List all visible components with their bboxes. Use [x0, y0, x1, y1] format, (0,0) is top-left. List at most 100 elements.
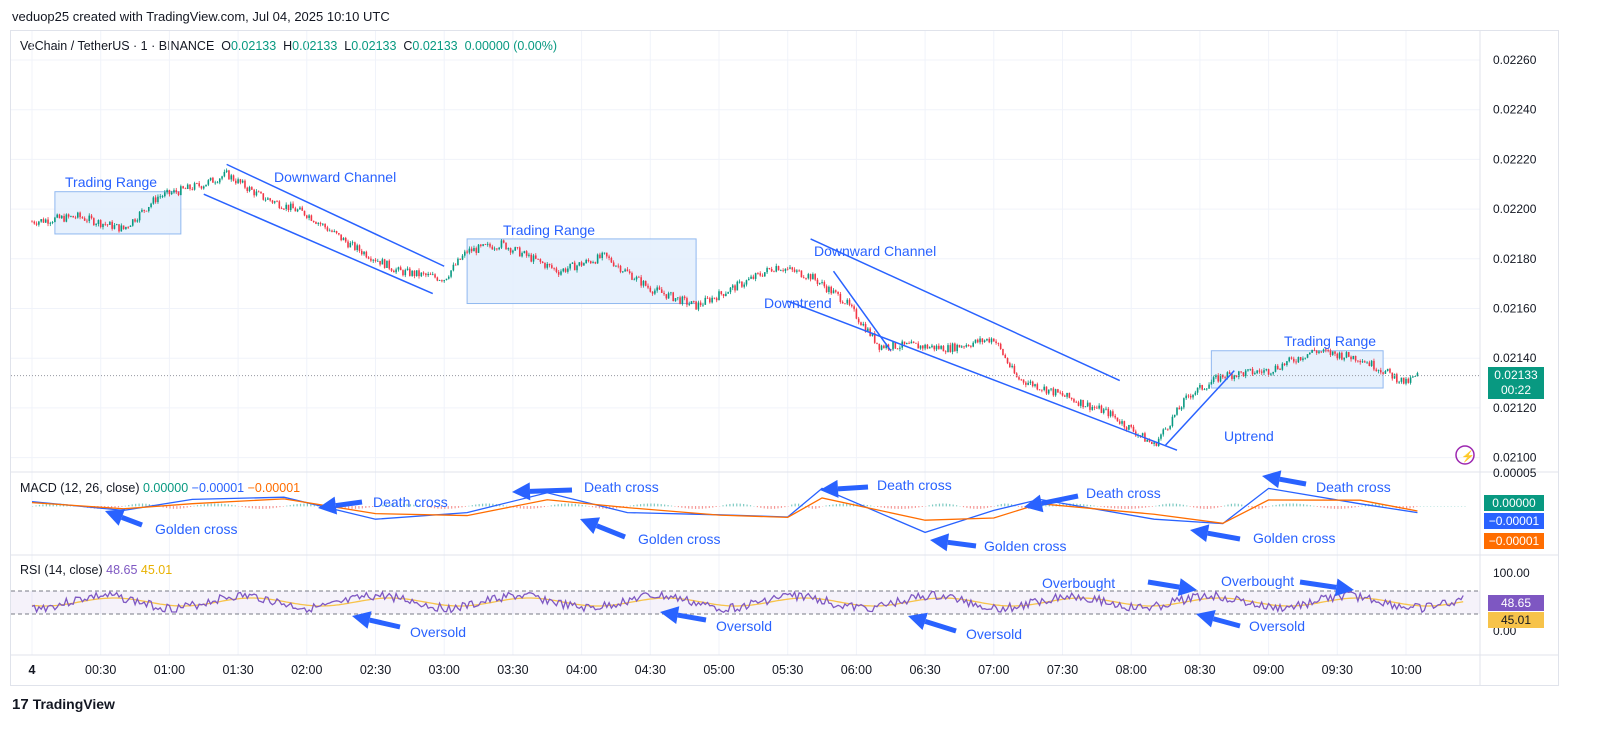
macd-histogram-bar: [1254, 506, 1257, 509]
candle-body: [1402, 377, 1405, 384]
candle-body: [1228, 372, 1231, 374]
macd-histogram-bar: [705, 506, 707, 509]
candle-body: [1359, 361, 1361, 363]
candle-body: [693, 301, 695, 303]
candle-body: [1192, 394, 1194, 398]
candle-body: [70, 215, 72, 217]
candle-body: [454, 264, 457, 266]
indicator-annotation-label: Golden cross: [1253, 530, 1335, 546]
candle-body: [177, 192, 180, 195]
candle-body: [830, 286, 833, 294]
annotation-label: Uptrend: [1224, 428, 1274, 444]
macd-histogram-bar: [870, 505, 872, 507]
macd-histogram-bar: [1041, 505, 1044, 507]
candle-body: [1295, 361, 1297, 363]
macd-histogram-bar: [560, 503, 563, 507]
candle-body: [635, 276, 638, 280]
candle-body: [615, 265, 617, 267]
candle-body: [656, 287, 658, 291]
candle-body: [672, 292, 674, 302]
macd-histogram-bar: [1172, 503, 1174, 507]
candle-body: [1267, 369, 1270, 375]
macd-histogram-bar: [1361, 505, 1363, 507]
candle-body: [938, 345, 940, 349]
candle-body: [805, 278, 807, 279]
annotation-label: Downward Channel: [814, 243, 936, 259]
candle-body: [212, 177, 214, 183]
macd-histogram-bar: [224, 503, 226, 507]
macd-histogram-bar: [931, 504, 934, 507]
candle-body: [225, 170, 228, 172]
annotation-arrow: [529, 487, 573, 494]
candle-body: [246, 187, 249, 192]
lightning-icon[interactable]: [1455, 445, 1475, 465]
chart-frame[interactable]: [10, 30, 1559, 686]
annotation-label: Trading Range: [65, 174, 157, 190]
candle-body: [628, 271, 631, 273]
candle-body: [184, 188, 187, 190]
candle-body: [452, 264, 455, 271]
macd-histogram-bar: [969, 506, 971, 509]
macd-histogram-bar: [1086, 504, 1088, 507]
candle-body: [777, 266, 780, 271]
macd-histogram-bar: [210, 503, 212, 507]
macd-histogram-bar: [282, 506, 284, 507]
macd-histogram-bar: [1127, 506, 1129, 509]
macd-histogram-bar: [255, 506, 257, 509]
candle-body: [90, 215, 93, 219]
candle-body: [1107, 408, 1110, 417]
macd-legend[interactable]: MACD (12, 26, close) 0.00000 −0.00001 −0…: [20, 481, 300, 495]
candle-body: [775, 266, 778, 272]
rsi-legend[interactable]: RSI (14, close) 48.65 45.01: [20, 563, 172, 577]
indicator-annotation-label: Golden cross: [638, 531, 720, 547]
candle-body: [583, 263, 585, 266]
annotation-label: Downward Channel: [274, 169, 396, 185]
macd-histogram-bar: [1206, 506, 1208, 509]
candle-body: [97, 220, 100, 225]
macd-histogram-bar: [481, 503, 484, 507]
candle-body: [1352, 355, 1355, 360]
candle-body: [1173, 414, 1176, 417]
candle-body: [580, 262, 583, 266]
macd-histogram-bar: [475, 504, 477, 507]
macd-histogram-bar: [729, 503, 731, 507]
indicator-annotation-label: Golden cross: [155, 521, 237, 537]
macd-histogram-bar: [361, 506, 363, 509]
candle-body: [1249, 368, 1252, 370]
time-axis-label: 07:30: [1047, 663, 1078, 677]
candle-body: [988, 338, 991, 343]
candle-body: [49, 222, 52, 224]
macd-histogram-bar: [588, 506, 590, 507]
candle-body: [127, 226, 129, 228]
candle-body: [294, 208, 297, 212]
macd-histogram-bar: [877, 506, 879, 507]
candle-body: [1389, 368, 1391, 373]
macd-histogram-bar: [1110, 506, 1112, 509]
footer-brand[interactable]: 17 TradingView: [12, 696, 115, 713]
annotation-label: Downtrend: [764, 295, 832, 311]
candle-body: [1416, 373, 1419, 377]
candle-body: [81, 217, 84, 219]
macd-histogram-bar: [272, 506, 274, 509]
open-label: O: [221, 39, 231, 53]
candle-body: [1162, 429, 1165, 435]
macd-histogram-bar: [444, 506, 446, 509]
candle-body: [1380, 370, 1382, 373]
candle-body: [1002, 349, 1004, 355]
macd-histogram-bar: [1306, 504, 1308, 507]
candle-body: [1130, 424, 1132, 427]
candle-body: [837, 291, 839, 294]
candle-body: [885, 344, 887, 348]
macd-histogram-bar: [1117, 506, 1119, 509]
candle-body: [647, 285, 649, 288]
symbol-legend[interactable]: VeChain / TetherUS · 1 · BINANCE O0.0213…: [20, 39, 557, 53]
candle-body: [77, 212, 79, 218]
candle-body: [1304, 357, 1307, 359]
candle-body: [1013, 365, 1016, 374]
macd-histogram-bar: [124, 505, 126, 507]
macd-histogram-bar: [413, 504, 415, 507]
macd-histogram-bar: [643, 503, 645, 507]
candle-body: [899, 347, 901, 349]
candle-body: [1288, 357, 1291, 362]
